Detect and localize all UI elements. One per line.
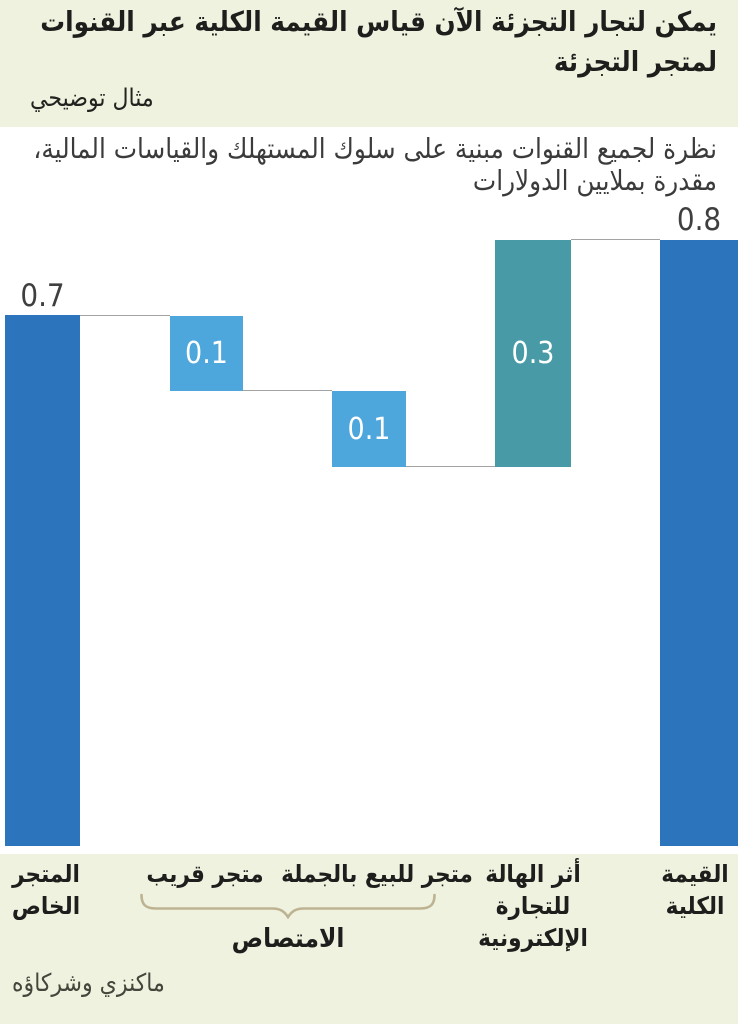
waterfall-connector-2 bbox=[243, 390, 332, 391]
category-label-wholesale-store: متجر للبيع بالجملة bbox=[281, 860, 473, 888]
category-label-nearby-store: متجر قريب bbox=[146, 860, 264, 888]
value-label-nearby-store: 0.1 bbox=[185, 336, 228, 371]
category-label-area bbox=[0, 854, 738, 1024]
chart-description: نظرة لجميع القنوات مبنية على سلوك المسته… bbox=[33, 133, 717, 197]
value-label-total-value: 0.8 bbox=[676, 202, 722, 238]
bar-wholesale-store bbox=[332, 391, 406, 467]
brace-path bbox=[140, 893, 436, 920]
absorption-group-label: الامتصاص bbox=[231, 924, 345, 954]
value-label-own-store: 0.7 bbox=[20, 278, 65, 314]
chart-panel bbox=[0, 127, 738, 854]
waterfall-connector-3 bbox=[406, 466, 495, 467]
absorption-brace bbox=[140, 893, 436, 921]
category-label-total-value: القيمة الكلية bbox=[661, 860, 729, 920]
value-label-wholesale-store: 0.1 bbox=[347, 411, 391, 447]
source-attribution: ماكنزي وشركاؤه bbox=[12, 968, 165, 997]
chart-subtitle: مثال توضيحي bbox=[30, 83, 154, 112]
bar-own-store bbox=[5, 315, 80, 846]
header: يمكن لتجار التجزئة الآن قياس القيمة الكل… bbox=[0, 0, 738, 127]
bar-ecommerce-halo bbox=[495, 240, 571, 467]
waterfall-connector-4 bbox=[571, 239, 660, 240]
bar-nearby-store bbox=[170, 316, 243, 391]
category-label-own-store: المتجر الخاص bbox=[11, 860, 81, 920]
brace-icon bbox=[140, 893, 436, 920]
chart-title: يمكن لتجار التجزئة الآن قياس القيمة الكل… bbox=[40, 6, 717, 78]
value-label-ecommerce-halo: 0.3 bbox=[511, 336, 555, 371]
bar-total-value bbox=[660, 240, 738, 846]
waterfall-connector-1 bbox=[80, 315, 170, 316]
category-label-ecommerce-halo: أثر الهالة للتجارة الإلكترونية bbox=[478, 860, 588, 952]
